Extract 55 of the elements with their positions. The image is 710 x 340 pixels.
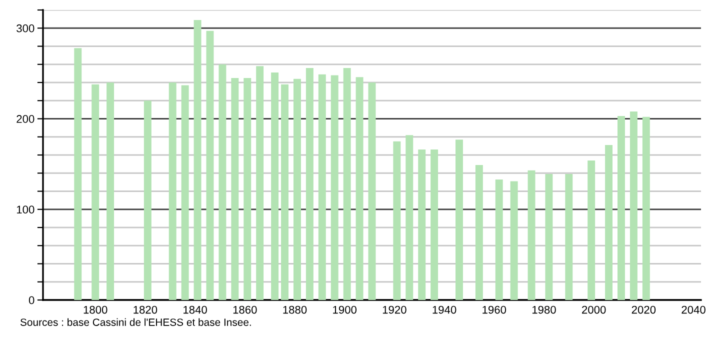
bar (545, 174, 553, 300)
bar (181, 85, 189, 300)
x-tick-label: 1800 (84, 306, 108, 314)
x-tick-label: 1880 (283, 306, 307, 314)
y-tick-label: 100 (16, 206, 34, 214)
bar (168, 82, 176, 300)
x-tick-label: 1820 (134, 306, 158, 314)
bar (244, 78, 252, 300)
bar (271, 72, 279, 300)
x-tick-label: 1860 (233, 306, 257, 314)
x-tick-label: 2040 (682, 306, 706, 314)
x-tick-label: 1960 (482, 306, 506, 314)
bar (231, 78, 239, 300)
source-note: Sources : base Cassini de l'EHESS et base Insee. (20, 318, 251, 326)
y-tick-label: 0 (28, 296, 34, 304)
bar (281, 84, 289, 300)
y-tick-label: 300 (16, 24, 34, 32)
bar (293, 78, 301, 300)
bar (144, 100, 152, 300)
x-tick-label: 1920 (382, 306, 406, 314)
bar (630, 112, 638, 300)
bar (642, 116, 650, 300)
bar (393, 141, 401, 300)
bar (618, 116, 625, 300)
bar (565, 174, 573, 300)
bar (74, 48, 82, 300)
bar (475, 164, 483, 300)
bar (528, 170, 536, 300)
bar (106, 82, 114, 300)
bar (194, 20, 202, 300)
bar (256, 66, 264, 300)
bar (418, 150, 426, 300)
bar (430, 150, 438, 300)
bar (218, 64, 226, 300)
x-tick-label: 2000 (582, 306, 606, 314)
x-tick-label: 1840 (184, 306, 207, 314)
bar (455, 140, 463, 300)
x-tick-label: 1980 (532, 306, 556, 314)
bar (92, 84, 100, 300)
bar (368, 82, 376, 300)
bar (406, 135, 414, 300)
bar (605, 145, 613, 300)
y-tick-label: 200 (16, 115, 34, 123)
bar (318, 74, 326, 300)
bar (306, 68, 314, 300)
x-tick-label: 1900 (333, 306, 357, 314)
x-tick-label: 2020 (632, 306, 656, 314)
bar (588, 160, 596, 300)
bar (343, 68, 351, 300)
bar (510, 181, 518, 300)
bar (495, 179, 503, 300)
bar (356, 77, 364, 300)
x-tick-label: 1940 (432, 306, 456, 314)
bar (206, 30, 214, 300)
bar (330, 75, 338, 300)
